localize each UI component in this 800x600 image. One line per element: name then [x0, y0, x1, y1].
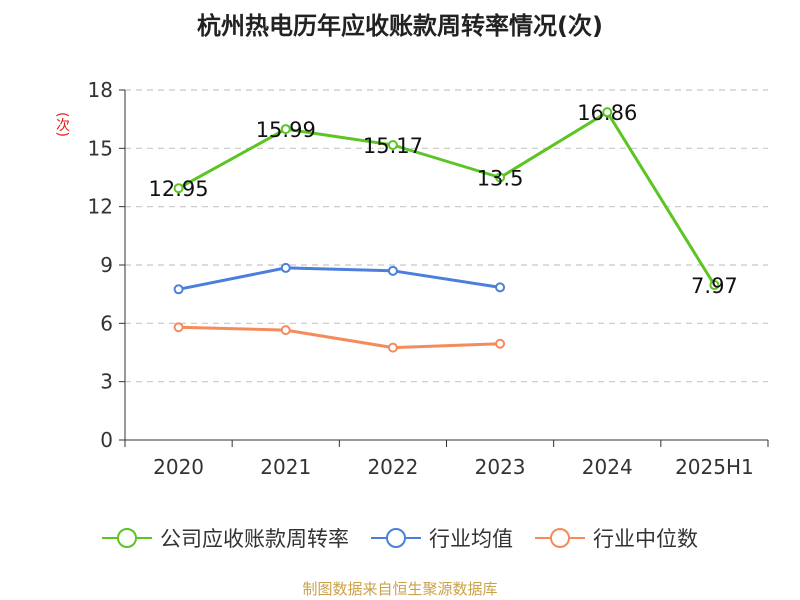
legend-item-company[interactable]: 公司应收账款周转率 — [102, 523, 349, 553]
data-label: 7.97 — [691, 274, 738, 298]
data-point — [280, 262, 291, 273]
data-label: 12.95 — [149, 177, 209, 201]
data-point — [173, 183, 184, 194]
legend-label-industry-mean: 行业均值 — [429, 527, 513, 551]
y-axis-label: (次) — [54, 112, 70, 137]
y-tick-label: 6 — [100, 311, 113, 335]
data-point — [280, 325, 291, 336]
data-point — [387, 342, 398, 353]
legend: 公司应收账款周转率 行业均值 行业中位数 — [0, 522, 800, 554]
legend-item-industry-median[interactable]: 行业中位数 — [535, 523, 698, 553]
data-point — [387, 140, 398, 151]
y-tick-label: 15 — [88, 136, 113, 160]
legend-label-industry-median: 行业中位数 — [593, 527, 698, 551]
data-label: 16.86 — [577, 101, 637, 125]
data-point — [387, 265, 398, 276]
data-label: 15.99 — [256, 118, 316, 142]
x-tick-label: 2023 — [475, 455, 526, 479]
y-tick-label: 3 — [100, 370, 113, 394]
legend-item-industry-mean[interactable]: 行业均值 — [371, 523, 513, 553]
data-point — [173, 322, 184, 333]
legend-marker-industry-mean — [371, 528, 421, 548]
y-tick-label: 0 — [100, 428, 113, 452]
legend-label-company: 公司应收账款周转率 — [160, 527, 349, 551]
data-source-note: 制图数据来自恒生聚源数据库 — [302, 580, 498, 598]
series-line — [177, 266, 502, 291]
x-tick-label: 2024 — [582, 455, 633, 479]
series-line — [177, 325, 502, 350]
legend-marker-company — [102, 528, 152, 548]
y-tick-label: 18 — [88, 78, 113, 102]
data-point — [280, 124, 291, 135]
x-tick-label: 2020 — [153, 455, 204, 479]
legend-marker-industry-median — [535, 528, 585, 548]
data-point — [495, 338, 506, 349]
data-point — [709, 280, 720, 291]
series-line — [177, 110, 716, 287]
data-point — [602, 107, 613, 118]
x-tick-label: 2025H1 — [675, 455, 754, 479]
chart-title: 杭州热电历年应收账款周转率情况(次) — [197, 12, 603, 40]
data-point — [173, 284, 184, 295]
data-point — [495, 172, 506, 183]
x-tick-label: 2021 — [260, 455, 311, 479]
data-point — [495, 282, 506, 293]
y-tick-label: 12 — [88, 195, 113, 219]
y-tick-label: 9 — [100, 253, 113, 277]
data-label: 15.17 — [363, 134, 423, 158]
data-label: 13.5 — [477, 167, 524, 191]
x-tick-label: 2022 — [367, 455, 418, 479]
